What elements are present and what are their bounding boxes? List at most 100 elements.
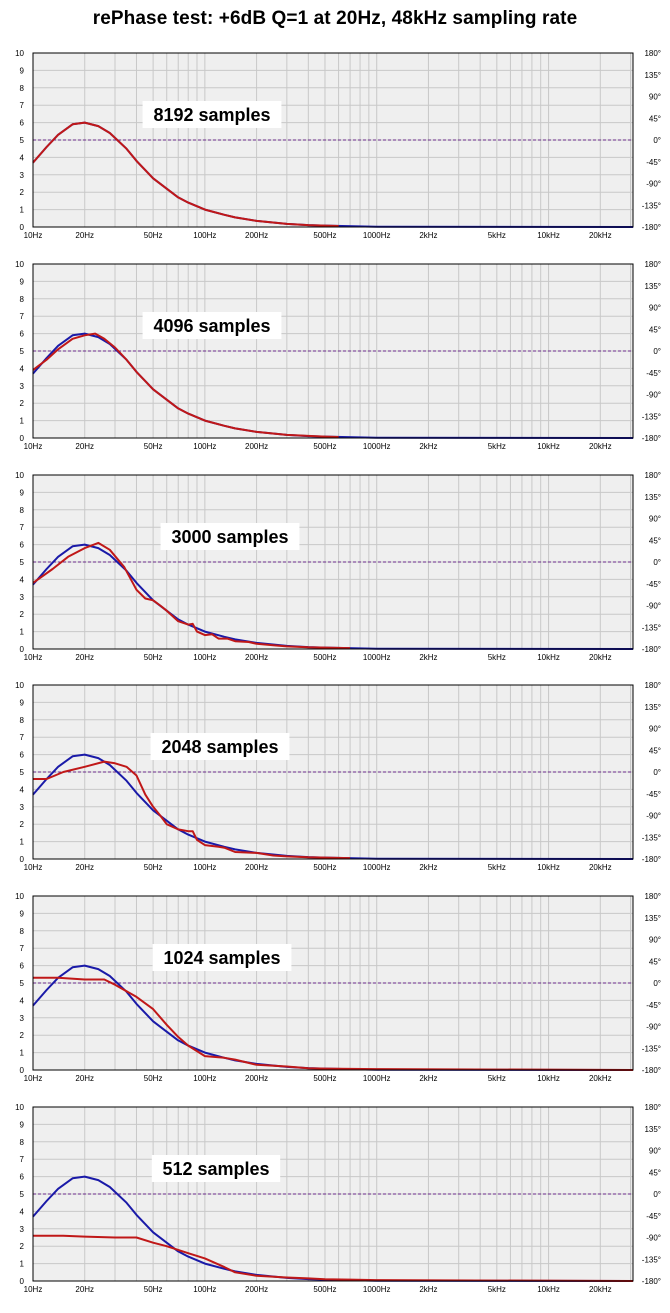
y2-tick-label: 90° (649, 1147, 661, 1156)
x-tick-label: 1000Hz (363, 1074, 391, 1083)
x-tick-label: 2kHz (419, 863, 437, 872)
y2-tick-label: 0° (653, 1190, 661, 1199)
y-tick-label: 7 (20, 944, 25, 953)
y2-tick-label: 180° (644, 471, 661, 480)
x-tick-label: 10kHz (537, 442, 560, 451)
y2-tick-label: 90° (649, 93, 661, 102)
y-tick-label: 2 (20, 188, 25, 197)
y2-tick-label: -180° (642, 1277, 661, 1286)
y-tick-label: 0 (20, 1277, 25, 1286)
y-tick-label: 8 (20, 295, 25, 304)
y-tick-label: 8 (20, 84, 25, 93)
y-tick-label: 3 (20, 171, 25, 180)
x-tick-label: 20Hz (75, 442, 94, 451)
x-tick-label: 10kHz (537, 231, 560, 240)
y-tick-label: 1 (20, 417, 25, 426)
y2-tick-label: 0° (653, 768, 661, 777)
chart-title-box (160, 523, 300, 550)
chart-title: 1024 samples (163, 948, 280, 968)
x-tick-label: 10Hz (24, 1285, 43, 1294)
x-tick-label: 10Hz (24, 231, 43, 240)
x-tick-label: 100Hz (193, 231, 216, 240)
chart-title-box (142, 101, 282, 128)
y2-tick-label: -45° (646, 1212, 661, 1221)
chart-title-box (150, 733, 290, 760)
x-tick-label: 5kHz (488, 231, 506, 240)
y-tick-label: 10 (15, 471, 24, 480)
y-tick-label: 7 (20, 523, 25, 532)
red-series-line (32, 332, 339, 438)
y-tick-label: 5 (20, 136, 25, 145)
y-tick-label: 9 (20, 909, 25, 918)
y-tick-label: 4 (20, 575, 25, 584)
y2-tick-label: 180° (644, 681, 661, 690)
y-tick-label: 7 (20, 1155, 25, 1164)
y2-tick-label: 90° (649, 936, 661, 945)
y-tick-label: 6 (20, 1173, 25, 1182)
y-tick-label: 7 (20, 733, 25, 742)
y2-tick-label: -90° (646, 180, 661, 189)
x-tick-label: 20Hz (75, 231, 94, 240)
red-series-line (33, 1234, 634, 1282)
y2-tick-label: 45° (649, 957, 661, 966)
y2-tick-label: 45° (649, 746, 661, 755)
plot-frame (32, 895, 634, 1071)
x-tick-label: 20Hz (75, 1285, 94, 1294)
y2-tick-label: -45° (646, 790, 661, 799)
y-tick-label: 1 (20, 206, 25, 215)
x-tick-label: 200Hz (245, 653, 268, 662)
y2-tick-label: 135° (644, 703, 661, 712)
y2-tick-label: -135° (642, 412, 661, 421)
plot-frame (32, 263, 634, 439)
y2-tick-label: -180° (642, 645, 661, 654)
chart-1: 0 1 2 3 4 5 6 7 8 9 10 -180° -135° -90° -45° 0° 45° 90° 13… (15, 49, 661, 240)
x-tick-label: 100Hz (193, 653, 216, 662)
chart-3: 0 1 2 3 4 5 6 7 8 9 10 -180° -135° -90° -45° 0° 45° 90° 13… (15, 471, 661, 662)
y-tick-label: 0 (20, 223, 25, 232)
y-tick-label: 10 (15, 260, 24, 269)
y2-tick-label: -180° (642, 1066, 661, 1075)
y2-tick-label: -90° (646, 812, 661, 821)
y-tick-label: 10 (15, 1103, 24, 1112)
chart-4: 0 1 2 3 4 5 6 7 8 9 10 -180° -135° -90° -45° 0° 45° 90° 13… (15, 681, 661, 872)
x-tick-label: 1000Hz (363, 231, 391, 240)
y2-tick-label: -45° (646, 580, 661, 589)
x-tick-label: 50Hz (144, 231, 163, 240)
y-tick-label: 8 (20, 716, 25, 725)
x-tick-label: 5kHz (488, 442, 506, 451)
y-tick-label: 3 (20, 1014, 25, 1023)
x-tick-label: 50Hz (144, 863, 163, 872)
y-tick-label: 3 (20, 593, 25, 602)
chart-title-box (152, 944, 292, 971)
y2-tick-label: -135° (642, 1044, 661, 1053)
x-tick-label: 200Hz (245, 863, 268, 872)
y-tick-label: 2 (20, 610, 25, 619)
y-tick-label: 3 (20, 382, 25, 391)
chart-title-box (151, 1155, 281, 1182)
y-tick-label: 5 (20, 558, 25, 567)
x-tick-label: 5kHz (488, 653, 506, 662)
x-tick-label: 2kHz (419, 1285, 437, 1294)
y-tick-label: 9 (20, 1120, 25, 1129)
x-tick-label: 50Hz (144, 442, 163, 451)
y-tick-label: 6 (20, 962, 25, 971)
y2-tick-label: 135° (644, 71, 661, 80)
chart-title: 2048 samples (161, 737, 278, 757)
plot-frame (32, 52, 634, 228)
y-tick-label: 0 (20, 855, 25, 864)
y2-tick-label: -180° (642, 855, 661, 864)
y-tick-label: 2 (20, 399, 25, 408)
y-tick-label: 6 (20, 330, 25, 339)
chart-2: 0 1 2 3 4 5 6 7 8 9 10 -180° -135° -90° -45° 0° 45° 90° 13… (15, 260, 661, 451)
chart-title: 3000 samples (171, 527, 288, 547)
x-tick-label: 2kHz (419, 1074, 437, 1083)
y2-tick-label: 0° (653, 347, 661, 356)
y-tick-label: 9 (20, 277, 25, 286)
x-tick-label: 1000Hz (363, 442, 391, 451)
x-tick-label: 1000Hz (363, 1285, 391, 1294)
x-tick-label: 200Hz (245, 231, 268, 240)
y-tick-label: 2 (20, 820, 25, 829)
x-tick-label: 5kHz (488, 863, 506, 872)
y-tick-label: 10 (15, 49, 24, 58)
